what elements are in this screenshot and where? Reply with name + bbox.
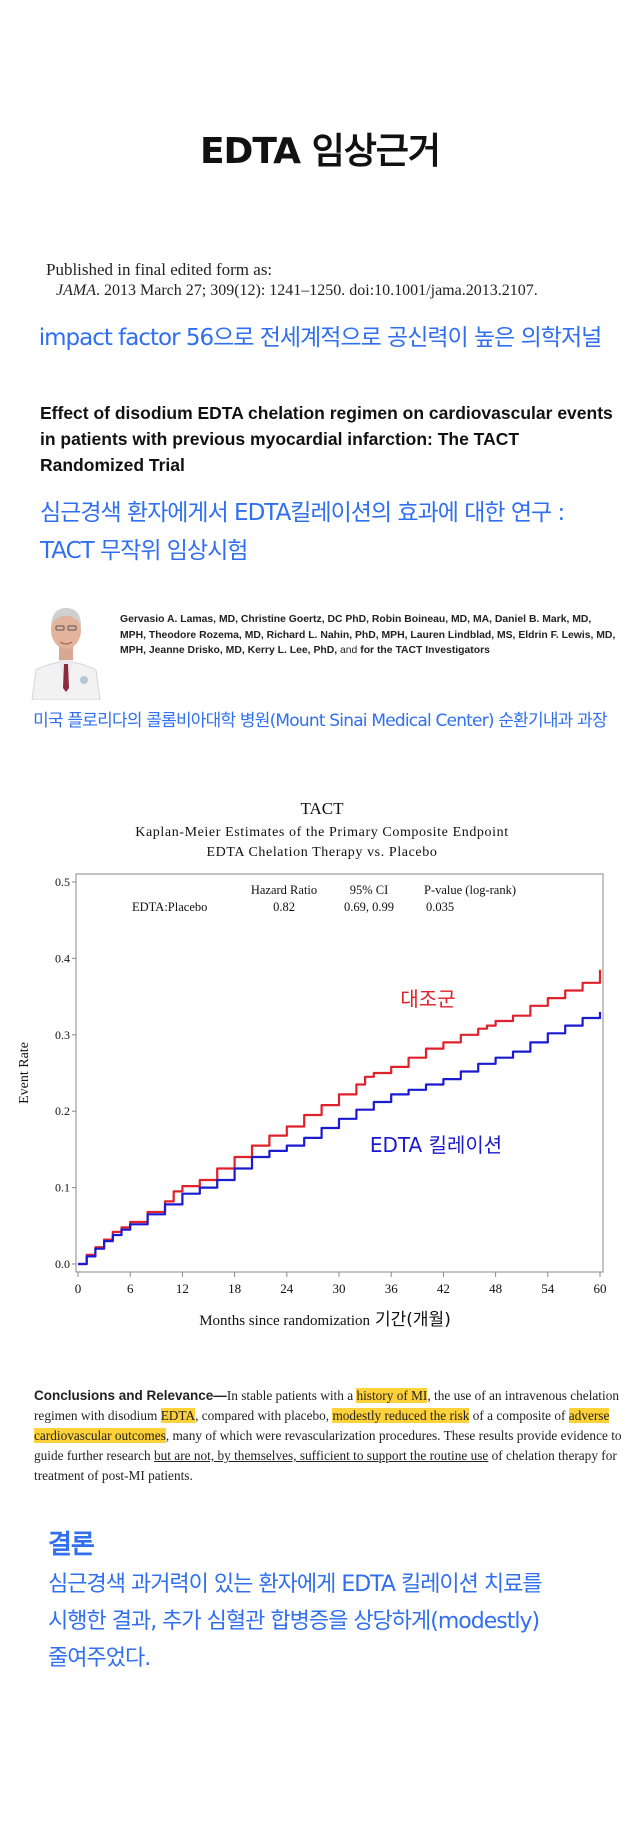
author-and: and [340, 645, 358, 656]
y-tick-label: 0.4 [55, 951, 70, 965]
x-tick-label: 48 [489, 1281, 502, 1296]
x-axis-label: Months since randomization [199, 1313, 370, 1329]
stats-header-ci: 95% CI [350, 883, 389, 897]
publication-line: Published in final edited form as: [46, 260, 273, 279]
y-tick-label: 0.1 [55, 1181, 70, 1195]
highlight-history-of-mi: history of MI [356, 1388, 428, 1403]
korean-title: 심근경색 환자에게서 EDTA킬레이션의 효과에 대한 연구 : TACT 무작… [40, 494, 620, 570]
underlined-caveat: but are not, by themselves, sufficient t… [153, 1448, 489, 1463]
conclusions-text-1: In stable patients with a [226, 1388, 357, 1403]
chart-subtitle-2: EDTA Chelation Therapy vs. Placebo [207, 845, 438, 860]
x-tick-label: 0 [75, 1281, 82, 1296]
korean-title-line2: TACT 무작위 임상시험 [40, 538, 248, 564]
conclusions-lead: Conclusions and Relevance— [34, 1388, 227, 1403]
journal-name: JAMA [56, 282, 96, 299]
y-tick-label: 0.3 [55, 1028, 70, 1042]
chart-subtitle-1: Kaplan-Meier Estimates of the Primary Co… [135, 825, 508, 840]
y-axis-label: Event Rate [17, 1042, 32, 1104]
x-tick-label: 36 [385, 1281, 399, 1296]
series-label-edta: EDTA 킬레이션 [370, 1133, 502, 1157]
x-tick-label: 54 [541, 1281, 555, 1296]
x-tick-label: 12 [176, 1281, 189, 1296]
conclusions-text-2: , the use of an intravenous chelation re… [34, 1388, 619, 1423]
stats-value-hr: 0.82 [273, 900, 295, 914]
korean-title-line1: 심근경색 환자에게서 EDTA킬레이션의 효과에 대한 연구 : [40, 500, 565, 526]
citation-detail: . 2013 March 27; 309(12): 1241–1250. doi… [95, 282, 538, 299]
stats-value-p: 0.035 [426, 900, 454, 914]
series-lines [78, 969, 602, 1266]
y-tick-label: 0.5 [55, 875, 70, 889]
highlight-modestly-reduced: modestly reduced the risk [332, 1408, 470, 1423]
y-axis: 0.0 0.1 0.2 0.3 0.4 0.5 [55, 875, 76, 1271]
chart-title: TACT [300, 799, 344, 818]
x-tick-label: 6 [127, 1281, 134, 1296]
affiliation-note: 미국 플로리다의 콜롬비아대학 병원(Mount Sinai Medical C… [33, 711, 607, 731]
conclusions-text-6: of chelation therapy for treatment of po… [34, 1448, 617, 1483]
series-line-edta [78, 1011, 602, 1266]
x-tick-label: 42 [437, 1281, 450, 1296]
result-line-3: 줄여주었다. [48, 1646, 151, 1671]
conclusions-paragraph: Conclusions and Relevance—In stable pati… [34, 1386, 624, 1486]
highlight-edta: EDTA [160, 1408, 196, 1423]
x-axis-label-ko: 기간(개월) [375, 1310, 451, 1330]
impact-note: impact factor 56으로 전세계적으로 공신력이 높은 의학저널 [38, 325, 603, 351]
stats-table: Hazard Ratio 95% CI P-value (log-rank) E… [132, 883, 516, 914]
citation: JAMA. 2013 March 27; 309(12): 1241–1250.… [56, 282, 538, 300]
result-line-1: 심근경색 과거력이 있는 환자에게 EDTA 킬레이션 치료를 [48, 1572, 543, 1597]
x-tick-label: 30 [333, 1281, 346, 1296]
result-heading: 결론 [48, 1530, 95, 1560]
author-names: Gervasio A. Lamas, MD, Christine Goertz,… [120, 614, 616, 656]
stats-header-p: P-value (log-rank) [424, 883, 516, 897]
x-axis: 0 6 12 18 24 30 36 42 48 54 60 [75, 1272, 607, 1296]
author-photo [26, 588, 106, 700]
x-tick-label: 24 [280, 1281, 294, 1296]
conclusions-text-4: of a composite of [469, 1408, 569, 1423]
result-body: 심근경색 과거력이 있는 환자에게 EDTA 킬레이션 치료를 시행한 결과, … [48, 1566, 618, 1677]
stats-header-hr: Hazard Ratio [251, 883, 317, 897]
y-tick-label: 0.2 [55, 1104, 70, 1118]
series-line-placebo [78, 969, 602, 1266]
x-tick-label: 18 [228, 1281, 241, 1296]
series-label-placebo: 대조군 [400, 987, 455, 1011]
author-list: Gervasio A. Lamas, MD, Christine Goertz,… [120, 612, 620, 659]
conclusions-text-3: , compared with placebo, [195, 1408, 333, 1423]
conclusions-text-5: , many of which were revascularization p… [34, 1428, 622, 1463]
y-tick-label: 0.0 [55, 1257, 70, 1271]
result-line-2: 시행한 결과, 추가 심혈관 합병증을 상당하게(modestly) [48, 1609, 540, 1634]
stats-row-label: EDTA:Placebo [132, 900, 207, 914]
paper-title: Effect of disodium EDTA chelation regime… [40, 403, 613, 475]
km-chart: TACT Kaplan-Meier Estimates of the Prima… [17, 799, 607, 1330]
author-group: for the TACT Investigators [360, 645, 490, 656]
page-title: EDTA 임상근거 [199, 131, 441, 172]
stats-value-ci: 0.69, 0.99 [344, 900, 394, 914]
x-tick-label: 60 [594, 1281, 607, 1296]
